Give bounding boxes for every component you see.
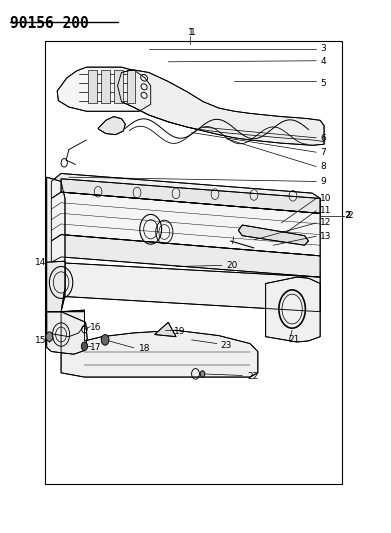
Polygon shape	[47, 261, 65, 312]
Circle shape	[46, 332, 53, 342]
Polygon shape	[61, 179, 320, 213]
Text: 14: 14	[35, 258, 47, 266]
Text: 12: 12	[320, 219, 332, 228]
Polygon shape	[101, 70, 110, 103]
Polygon shape	[47, 177, 65, 312]
Polygon shape	[127, 70, 136, 103]
Text: 13: 13	[320, 232, 332, 241]
Text: 23: 23	[221, 341, 232, 350]
Text: 1: 1	[190, 28, 196, 37]
Text: 8: 8	[320, 162, 326, 171]
Text: 21: 21	[288, 335, 300, 344]
Text: 3: 3	[320, 44, 326, 53]
Text: 11: 11	[320, 206, 332, 215]
Text: 6: 6	[320, 134, 326, 143]
Polygon shape	[57, 67, 151, 111]
Text: 15: 15	[35, 336, 47, 345]
Text: 90156 200: 90156 200	[11, 15, 89, 30]
Polygon shape	[61, 312, 258, 377]
Polygon shape	[265, 277, 320, 342]
Text: 22: 22	[247, 372, 258, 381]
Text: 4: 4	[320, 58, 326, 66]
Polygon shape	[88, 70, 97, 103]
Circle shape	[200, 370, 205, 377]
Text: 18: 18	[139, 344, 151, 353]
Circle shape	[81, 342, 88, 351]
Polygon shape	[114, 70, 123, 103]
Text: 2: 2	[344, 212, 351, 221]
Polygon shape	[47, 310, 84, 337]
Polygon shape	[239, 225, 308, 245]
Polygon shape	[51, 235, 320, 277]
Text: 20: 20	[227, 261, 238, 270]
Text: 9: 9	[320, 177, 326, 186]
Text: 16: 16	[90, 323, 101, 332]
Circle shape	[101, 335, 109, 345]
Polygon shape	[98, 117, 126, 135]
Bar	[45, 41, 342, 484]
Text: 7: 7	[320, 148, 326, 157]
Polygon shape	[154, 322, 176, 337]
Polygon shape	[51, 262, 320, 312]
Text: 2: 2	[348, 212, 353, 221]
Polygon shape	[51, 192, 320, 256]
Text: 17: 17	[90, 343, 101, 352]
Polygon shape	[51, 173, 320, 213]
Text: 1: 1	[188, 28, 193, 37]
Text: 5: 5	[320, 78, 326, 87]
Polygon shape	[118, 70, 324, 146]
Text: 10: 10	[320, 194, 332, 203]
Polygon shape	[47, 312, 87, 354]
Text: 19: 19	[174, 327, 186, 336]
